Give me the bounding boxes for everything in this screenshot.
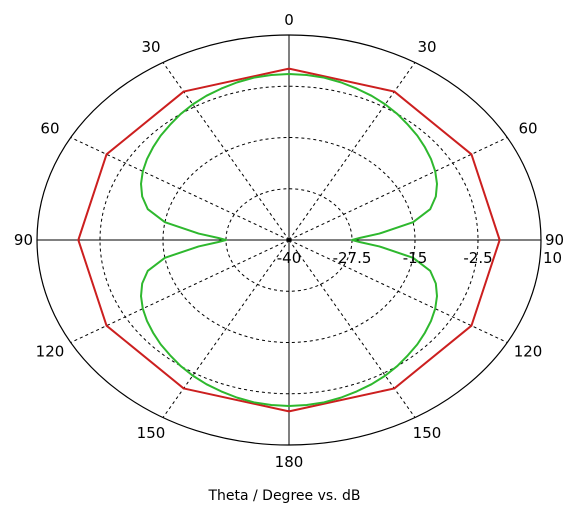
grid-spoke <box>288 137 508 241</box>
radial-tick-label: -27.5 <box>333 249 372 267</box>
axis-caption: Theta / Degree vs. dB <box>208 488 361 504</box>
radial-tick-label: -15 <box>403 249 428 267</box>
series-line-0 <box>77 67 501 413</box>
grid-spoke <box>288 62 416 241</box>
grid-spoke <box>70 137 290 241</box>
grid-spoke <box>162 62 290 241</box>
radial-tick-label: -40 <box>277 249 302 267</box>
angle-tick-label: 90 <box>545 231 564 249</box>
angle-tick-label: 180 <box>275 453 304 471</box>
angle-tick-label: 60 <box>40 120 59 138</box>
angle-tick-label: 150 <box>137 424 166 442</box>
angle-tick-label: 30 <box>141 38 160 56</box>
angle-tick-label: 150 <box>413 424 442 442</box>
series-line-1 <box>140 72 438 408</box>
angle-tick-label: 90 <box>14 231 33 249</box>
radial-tick-label: -2.5 <box>463 249 492 267</box>
angle-tick-label: 30 <box>417 38 436 56</box>
angle-tick-label: 120 <box>514 343 543 361</box>
grid-spoke <box>70 239 290 343</box>
angle-tick-label: 120 <box>36 343 65 361</box>
angle-tick-label: 0 <box>284 11 294 29</box>
radial-tick-label: 10 <box>543 249 562 267</box>
angle-tick-label: 60 <box>518 120 537 138</box>
grid-spoke <box>162 239 290 418</box>
